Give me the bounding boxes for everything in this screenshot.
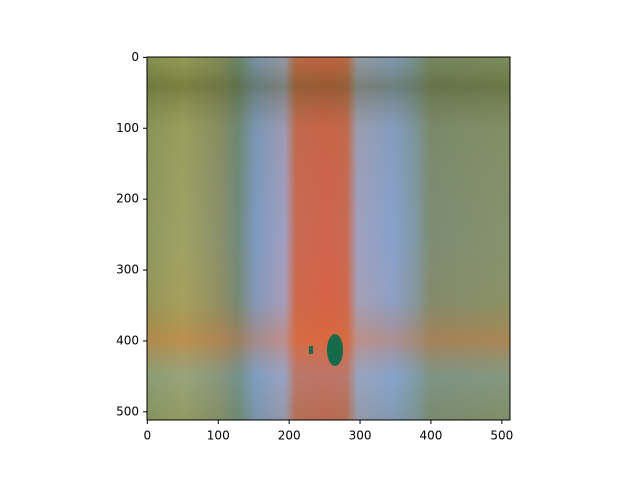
y-tick-label: 0 (131, 50, 139, 64)
axes-frame (146, 56, 511, 421)
y-tick-label: 100 (116, 121, 139, 135)
image-shade (147, 57, 510, 420)
image-blob (327, 334, 343, 366)
x-tick-label: 400 (419, 429, 442, 443)
image-blob (309, 346, 313, 354)
x-tick-label: 500 (490, 429, 513, 443)
x-tick-label: 0 (144, 429, 152, 443)
x-tick-label: 100 (207, 429, 230, 443)
x-tick-label: 300 (349, 429, 372, 443)
x-tick-label: 200 (278, 429, 301, 443)
y-tick-label: 200 (116, 192, 139, 206)
y-tick-label: 400 (116, 333, 139, 347)
y-tick-label: 500 (116, 404, 139, 418)
y-tick-label: 300 (116, 263, 139, 277)
